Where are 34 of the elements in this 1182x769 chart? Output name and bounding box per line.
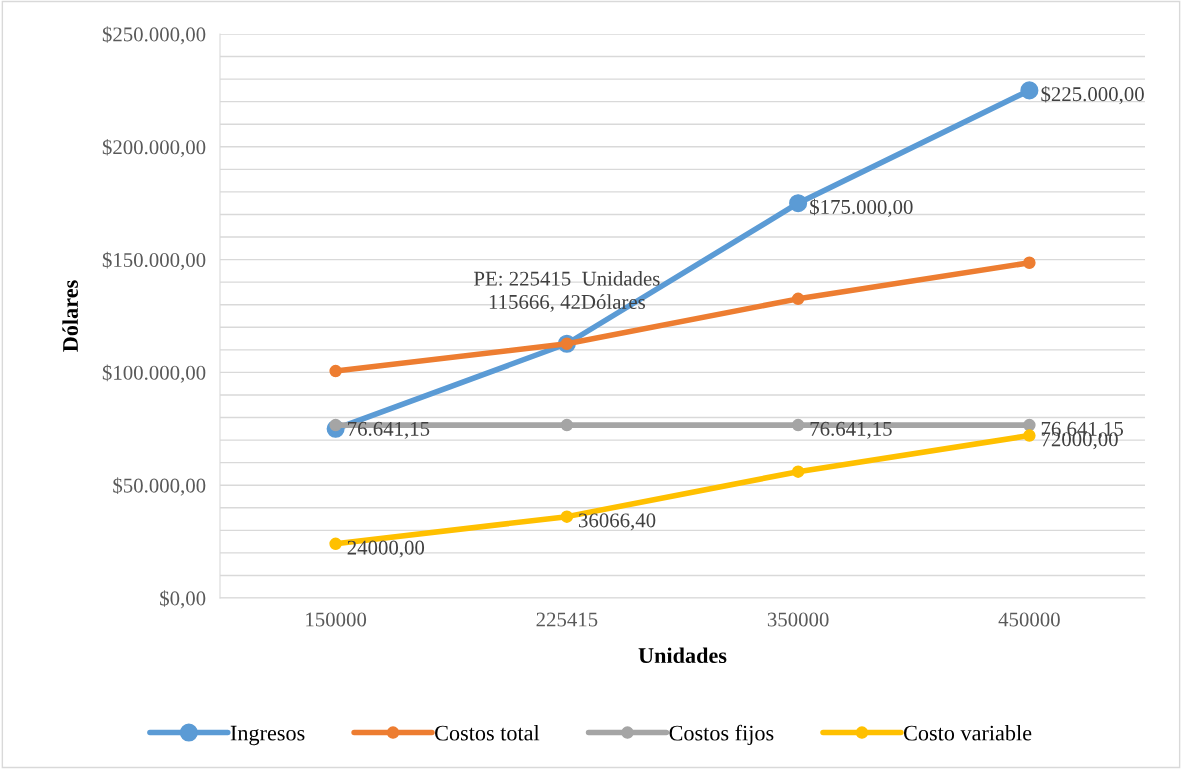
y-tick-label: $150.000,00 [102, 251, 206, 271]
point [791, 418, 805, 432]
x-tick-label: 450000 [998, 612, 1060, 627]
y-tick-label: $200.000,00 [102, 138, 206, 158]
point [1020, 81, 1039, 100]
x-tick-label: 350000 [767, 612, 829, 627]
point [1023, 256, 1036, 270]
y-tick-label: $50.000,00 [113, 477, 206, 496]
data-label: 76.641,15 [810, 421, 892, 439]
legend-label: Costos fijos [669, 724, 774, 746]
point [1023, 418, 1036, 432]
point [329, 537, 342, 551]
point [789, 194, 808, 213]
y-tick-label: $0,00 [160, 590, 206, 609]
point [1023, 429, 1036, 442]
data-label: $225.000,00 [1041, 85, 1144, 105]
data-label: 24000,00 [347, 540, 425, 558]
x-axis-title: Unidades [638, 647, 727, 664]
point [791, 465, 805, 478]
point [329, 364, 342, 378]
x-tick-label: 150000 [306, 612, 367, 627]
point [791, 292, 805, 306]
legend-label: Costos total [435, 724, 540, 741]
y-axis-title: Dólares [62, 280, 78, 352]
data-label: 36066,40 [578, 513, 656, 531]
point [560, 418, 574, 432]
legend-label: Ingresos [230, 725, 305, 746]
point [560, 510, 574, 523]
legend-label: Costo variable [903, 724, 1032, 741]
data-label: 76.641,15 [348, 421, 430, 439]
y-tick-label: $250.000,00 [102, 26, 206, 45]
x-tick-label: 225415 [536, 612, 598, 627]
data-label: $175.000,00 [810, 198, 913, 217]
y-tick-label: $100.000,00 [102, 364, 206, 383]
